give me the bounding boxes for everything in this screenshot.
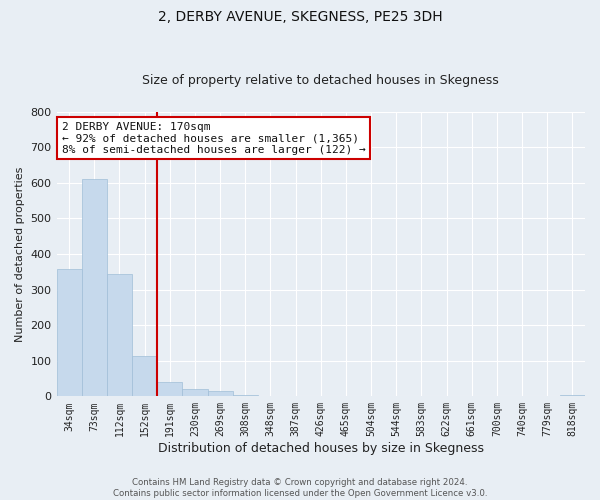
Text: 2, DERBY AVENUE, SKEGNESS, PE25 3DH: 2, DERBY AVENUE, SKEGNESS, PE25 3DH (158, 10, 442, 24)
X-axis label: Distribution of detached houses by size in Skegness: Distribution of detached houses by size … (158, 442, 484, 455)
Bar (182, 388, 208, 396)
Bar (82, 179, 107, 396)
Bar (132, 356, 157, 397)
Y-axis label: Number of detached properties: Number of detached properties (15, 166, 25, 342)
Bar (208, 392, 233, 396)
Bar (233, 395, 258, 396)
Bar (560, 395, 585, 396)
Text: Contains HM Land Registry data © Crown copyright and database right 2024.
Contai: Contains HM Land Registry data © Crown c… (113, 478, 487, 498)
Bar (107, 274, 132, 396)
Bar (56, 270, 82, 396)
Bar (157, 382, 182, 396)
Title: Size of property relative to detached houses in Skegness: Size of property relative to detached ho… (142, 74, 499, 87)
Text: 2 DERBY AVENUE: 170sqm
← 92% of detached houses are smaller (1,365)
8% of semi-d: 2 DERBY AVENUE: 170sqm ← 92% of detached… (62, 122, 365, 155)
